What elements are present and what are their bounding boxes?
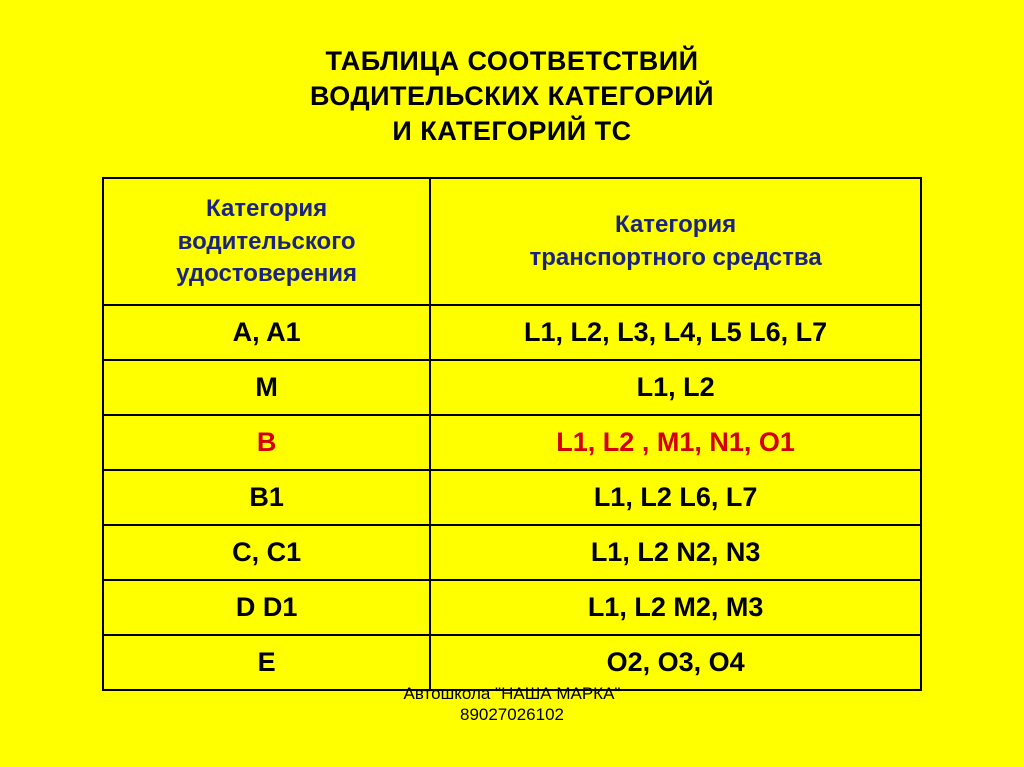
- header-text: Категория: [114, 193, 419, 225]
- cell-license: C, C1: [103, 525, 430, 580]
- cell-license: E: [103, 635, 430, 690]
- header-license-category: Категория водительского удостоверения: [103, 178, 430, 305]
- cell-license: B1: [103, 470, 430, 525]
- cell-vehicle: L1, L2 N2, N3: [430, 525, 921, 580]
- footer-line-2: 89027026102: [0, 704, 1024, 725]
- cell-vehicle: L1, L2 M2, M3: [430, 580, 921, 635]
- header-text: транспортного средства: [441, 242, 910, 274]
- table-row: D D1 L1, L2 M2, M3: [103, 580, 921, 635]
- table-row: M L1, L2: [103, 360, 921, 415]
- cell-license: A, A1: [103, 305, 430, 360]
- cell-vehicle: L1, L2 , M1, N1, O1: [430, 415, 921, 470]
- header-text: Категория: [441, 209, 910, 241]
- title-line-1: ТАБЛИЦА СООТВЕТСТВИЙ: [310, 44, 714, 79]
- cell-vehicle: O2, O3, O4: [430, 635, 921, 690]
- correspondence-table: Категория водительского удостоверения Ка…: [102, 177, 922, 691]
- cell-vehicle: L1, L2: [430, 360, 921, 415]
- page-title: ТАБЛИЦА СООТВЕТСТВИЙ ВОДИТЕЛЬСКИХ КАТЕГО…: [310, 44, 714, 149]
- header-text: водительского: [114, 226, 419, 258]
- table-row: E O2, O3, O4: [103, 635, 921, 690]
- table-row: C, C1 L1, L2 N2, N3: [103, 525, 921, 580]
- cell-license: D D1: [103, 580, 430, 635]
- title-line-3: И КАТЕГОРИЙ ТС: [310, 114, 714, 149]
- header-vehicle-category: Категория транспортного средства: [430, 178, 921, 305]
- cell-vehicle: L1, L2 L6, L7: [430, 470, 921, 525]
- cell-license: B: [103, 415, 430, 470]
- header-text: удостоверения: [114, 258, 419, 290]
- table-header-row: Категория водительского удостоверения Ка…: [103, 178, 921, 305]
- title-line-2: ВОДИТЕЛЬСКИХ КАТЕГОРИЙ: [310, 79, 714, 114]
- table-row-highlight: B L1, L2 , M1, N1, O1: [103, 415, 921, 470]
- cell-vehicle: L1, L2, L3, L4, L5 L6, L7: [430, 305, 921, 360]
- table-row: B1 L1, L2 L6, L7: [103, 470, 921, 525]
- table-row: A, A1 L1, L2, L3, L4, L5 L6, L7: [103, 305, 921, 360]
- cell-license: M: [103, 360, 430, 415]
